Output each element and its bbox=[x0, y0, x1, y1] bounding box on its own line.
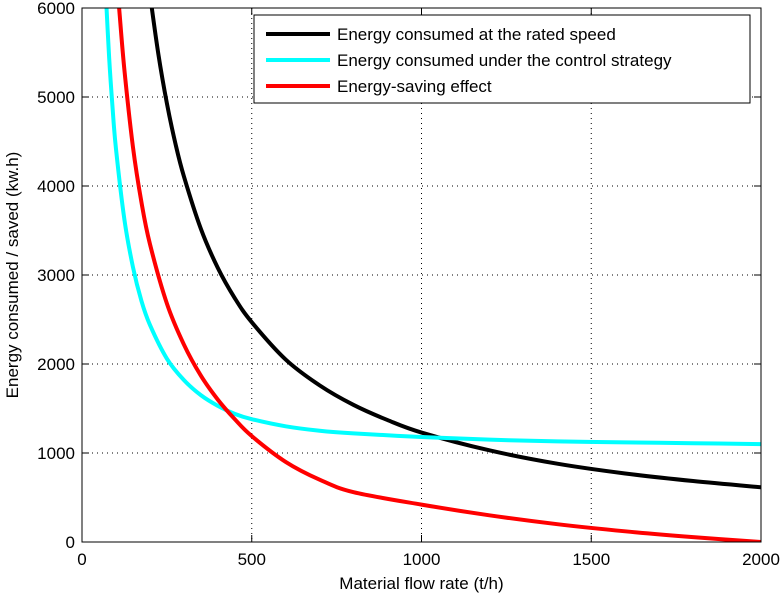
x-tick-label: 500 bbox=[238, 550, 266, 569]
series-line-rated-speed bbox=[149, 8, 761, 490]
y-tick-label: 5000 bbox=[37, 88, 75, 107]
y-tick-labels: 0 1000 2000 3000 4000 5000 6000 bbox=[37, 0, 75, 552]
y-tick-label: 4000 bbox=[37, 177, 75, 196]
x-tick-label: 1500 bbox=[572, 550, 610, 569]
y-tick-label: 2000 bbox=[37, 355, 75, 374]
x-tick-labels: 0 500 1000 1500 2000 bbox=[77, 550, 780, 569]
x-axis-label: Material flow rate (t/h) bbox=[339, 574, 503, 593]
axis-ticks bbox=[81, 7, 762, 543]
legend-label-rated-speed: Energy consumed at the rated speed bbox=[337, 25, 616, 44]
y-tick-label: 6000 bbox=[37, 0, 75, 18]
x-tick-label: 2000 bbox=[742, 550, 780, 569]
legend: Energy consumed at the rated speed Energ… bbox=[253, 14, 751, 104]
x-tick-label: 1000 bbox=[403, 550, 441, 569]
series-layer bbox=[104, 8, 761, 542]
y-tick-label: 0 bbox=[66, 533, 75, 552]
x-tick-label: 0 bbox=[77, 550, 86, 569]
series-line-energy-saving bbox=[117, 8, 761, 542]
legend-box bbox=[253, 14, 751, 104]
legend-label-control-strategy: Energy consumed under the control strate… bbox=[337, 51, 672, 70]
series-line-control-strategy bbox=[104, 8, 761, 447]
y-tick-label: 1000 bbox=[37, 444, 75, 463]
y-axis-label: Energy consumed / saved (kw.h) bbox=[3, 152, 22, 399]
legend-label-energy-saving: Energy-saving effect bbox=[337, 77, 492, 96]
y-tick-label: 3000 bbox=[37, 266, 75, 285]
